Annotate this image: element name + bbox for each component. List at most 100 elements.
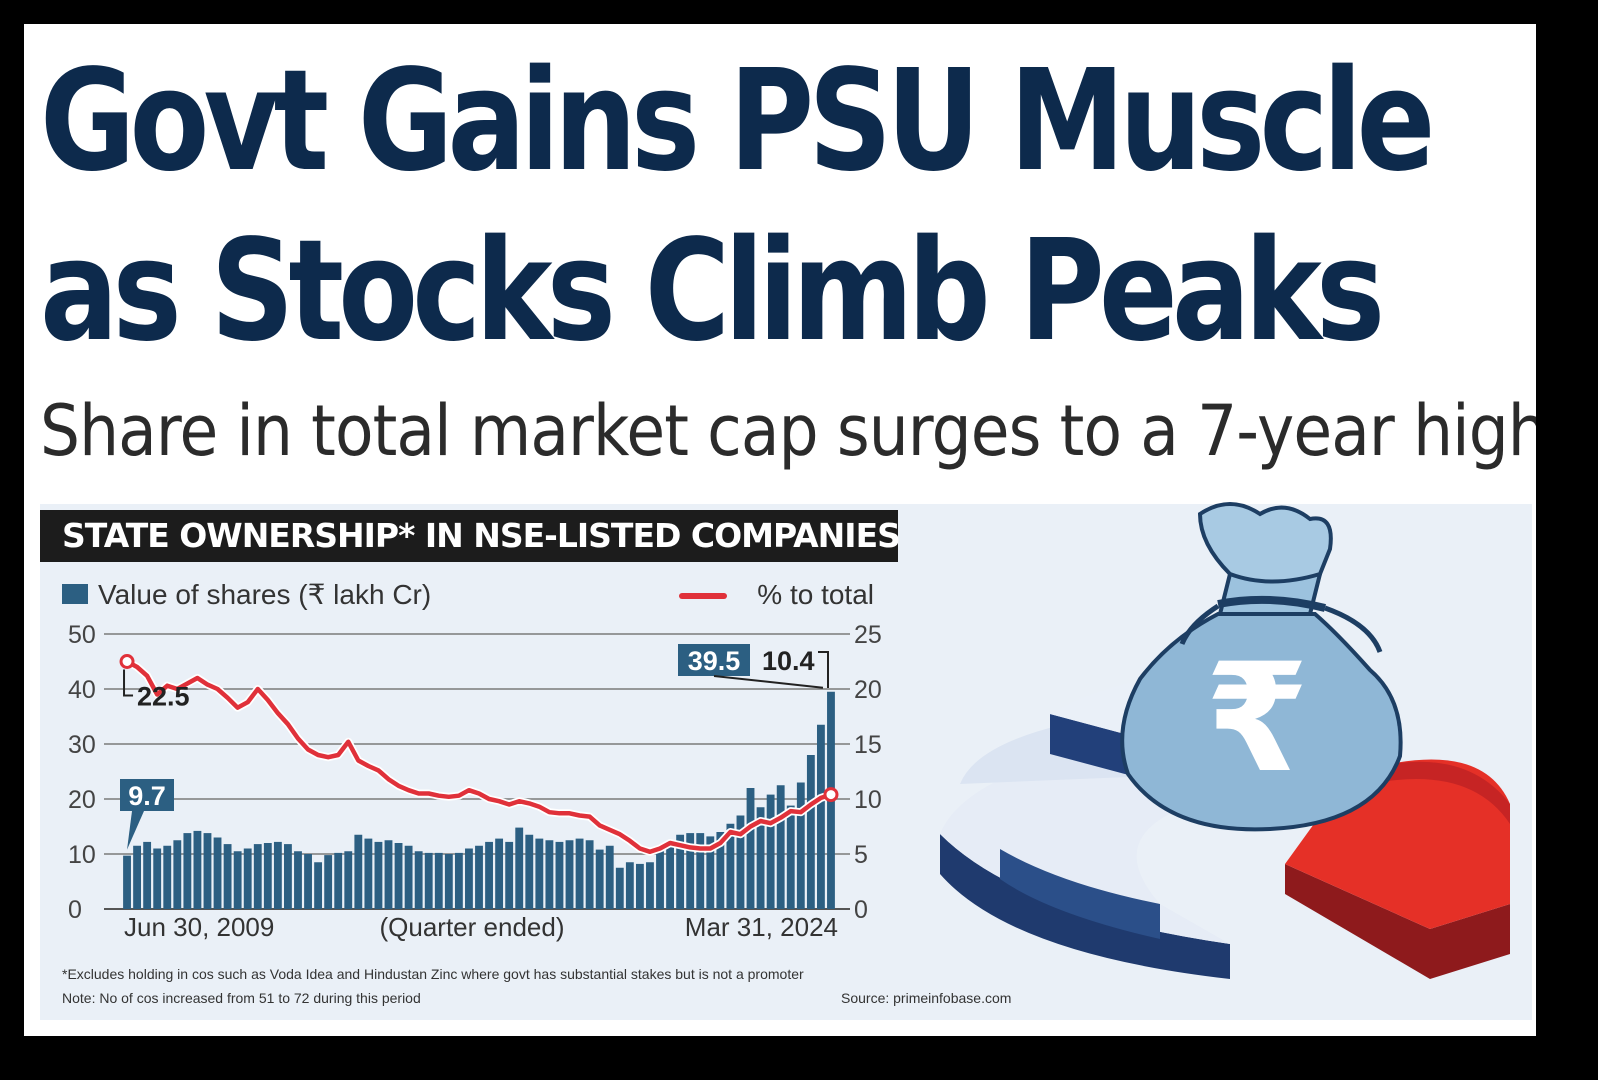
x-axis-labels: Jun 30, 2009 (Quarter ended) Mar 31, 202… bbox=[124, 912, 838, 942]
label-box bbox=[678, 644, 750, 676]
bar bbox=[404, 845, 413, 909]
bar bbox=[374, 841, 383, 909]
bar bbox=[565, 840, 574, 909]
line-point-last bbox=[823, 787, 839, 803]
bar bbox=[555, 841, 564, 909]
bar bbox=[334, 852, 343, 909]
chart: 0 10 20 30 40 50 0 5 10 15 20 25 22.5 9.7 39.5 10.4 Va… bbox=[62, 579, 882, 942]
bar bbox=[223, 844, 232, 909]
bar bbox=[193, 830, 202, 909]
bar bbox=[304, 854, 312, 909]
data-label-bar-first: 9.7 bbox=[128, 781, 166, 811]
bar bbox=[766, 794, 775, 909]
bar bbox=[394, 843, 403, 909]
data-label-line-last: 10.4 bbox=[762, 646, 815, 676]
bar bbox=[696, 833, 705, 909]
bar bbox=[263, 843, 272, 909]
footnote: *Excludes holding in cos such as Voda Id… bbox=[62, 966, 804, 982]
subheadline: Share in total market cap surges to a 7-… bbox=[40, 390, 1536, 472]
rupee-symbol: ₹ bbox=[1205, 632, 1309, 806]
y-left-tick-label: 20 bbox=[68, 786, 96, 814]
headline-line-1: Govt Gains PSU Muscle bbox=[40, 40, 1435, 203]
y-left-tick-label: 40 bbox=[68, 676, 96, 704]
money-bag: ₹ bbox=[1120, 502, 1403, 832]
bar bbox=[746, 788, 755, 909]
bar bbox=[585, 840, 594, 909]
bar bbox=[465, 848, 473, 909]
bar bbox=[505, 841, 514, 909]
bar bbox=[575, 838, 584, 909]
bar bbox=[816, 724, 825, 909]
bar bbox=[646, 862, 654, 909]
bar bbox=[625, 862, 634, 909]
infographic-card: Govt Gains PSU Muscle as Stocks Climb Pe… bbox=[24, 24, 1536, 1036]
bar bbox=[324, 855, 333, 909]
pct-line bbox=[125, 659, 832, 855]
bar bbox=[525, 834, 534, 909]
bar bbox=[444, 854, 453, 909]
bar-series bbox=[123, 691, 835, 909]
legend-label-line: % to total bbox=[757, 579, 874, 610]
bar bbox=[786, 805, 795, 909]
bar bbox=[495, 838, 504, 909]
bar bbox=[133, 845, 142, 909]
y-left-tick-label: 30 bbox=[68, 731, 96, 759]
bar bbox=[314, 862, 323, 909]
y-right-tick-label: 10 bbox=[854, 786, 882, 814]
bar bbox=[354, 834, 363, 909]
bar bbox=[706, 836, 715, 909]
bar bbox=[253, 844, 262, 909]
legend: Value of shares (₹ lakh Cr) % to total bbox=[62, 579, 874, 610]
bar bbox=[535, 838, 544, 909]
bar bbox=[796, 782, 805, 909]
money-bag-rupee-icon: ₹ bbox=[940, 502, 1510, 979]
bar bbox=[183, 833, 192, 909]
bar bbox=[806, 755, 815, 909]
bar bbox=[143, 841, 152, 909]
bar bbox=[284, 844, 292, 909]
bar bbox=[384, 840, 393, 909]
source: Source: primeinfobase.com bbox=[841, 990, 1012, 1006]
y-right-tick-label: 25 bbox=[854, 621, 882, 649]
bar bbox=[364, 838, 373, 909]
bar bbox=[726, 823, 735, 909]
bar bbox=[736, 815, 745, 909]
bar bbox=[454, 852, 463, 909]
bar bbox=[595, 849, 604, 909]
line-series bbox=[119, 654, 839, 856]
y-right-tick-label: 20 bbox=[854, 676, 882, 704]
bar bbox=[273, 841, 282, 909]
leader-line bbox=[818, 651, 829, 688]
x-start-label: Jun 30, 2009 bbox=[124, 912, 274, 942]
y-right-tick-label: 0 bbox=[854, 896, 868, 924]
bar bbox=[203, 833, 212, 909]
bar bbox=[153, 848, 162, 909]
line-halo bbox=[125, 657, 833, 856]
note: Note: No of cos increased from 51 to 72 … bbox=[62, 990, 421, 1006]
bar bbox=[344, 851, 353, 909]
data-label-line-first: 22.5 bbox=[137, 682, 190, 712]
y-left-tick-label: 0 bbox=[68, 896, 82, 924]
bar bbox=[243, 848, 252, 909]
bar bbox=[213, 837, 222, 909]
chart-title: STATE OWNERSHIP* IN NSE-LISTED COMPANIES bbox=[40, 510, 901, 562]
bar bbox=[666, 843, 674, 909]
bar bbox=[635, 863, 644, 909]
bar bbox=[515, 827, 524, 909]
y-left-tick-label: 10 bbox=[68, 841, 96, 869]
y-right-tick-label: 15 bbox=[854, 731, 882, 759]
bar bbox=[756, 807, 765, 909]
legend-swatch-bars bbox=[62, 584, 88, 604]
x-axis-title: (Quarter ended) bbox=[380, 912, 565, 942]
bar bbox=[615, 867, 624, 909]
leader-line bbox=[123, 669, 134, 697]
bar bbox=[123, 855, 131, 909]
bar bbox=[414, 851, 423, 909]
label-box bbox=[120, 779, 174, 811]
headline-line-2: as Stocks Climb Peaks bbox=[40, 210, 1385, 373]
bar bbox=[434, 852, 443, 909]
y-right-tick-label: 5 bbox=[854, 841, 868, 869]
bar bbox=[485, 841, 493, 909]
annotations: 22.5 9.7 39.5 10.4 bbox=[120, 644, 829, 850]
bar bbox=[163, 845, 172, 909]
